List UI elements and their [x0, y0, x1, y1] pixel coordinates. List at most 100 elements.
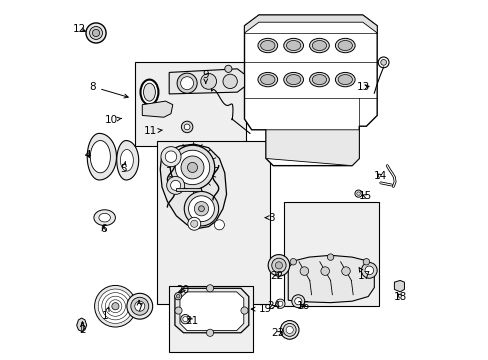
Text: 2: 2	[79, 322, 85, 335]
Polygon shape	[142, 101, 172, 117]
Ellipse shape	[309, 72, 328, 87]
Circle shape	[183, 317, 187, 321]
Circle shape	[180, 315, 190, 324]
Circle shape	[131, 297, 148, 315]
Circle shape	[181, 121, 192, 133]
Ellipse shape	[312, 41, 326, 50]
Ellipse shape	[335, 72, 354, 87]
Circle shape	[135, 301, 144, 311]
Polygon shape	[169, 69, 244, 94]
Circle shape	[341, 267, 349, 275]
Circle shape	[320, 267, 329, 275]
Text: 11: 11	[143, 126, 162, 136]
Circle shape	[92, 30, 100, 37]
Circle shape	[89, 27, 102, 40]
Circle shape	[206, 329, 213, 336]
Circle shape	[356, 192, 360, 195]
Ellipse shape	[260, 41, 274, 50]
Text: 14: 14	[373, 171, 386, 181]
Polygon shape	[180, 292, 244, 330]
Circle shape	[289, 258, 296, 265]
Circle shape	[280, 320, 298, 339]
Polygon shape	[287, 255, 373, 303]
Ellipse shape	[286, 41, 300, 50]
Text: 8: 8	[89, 82, 128, 98]
Text: 4: 4	[84, 150, 91, 160]
Circle shape	[166, 176, 184, 194]
Circle shape	[300, 267, 308, 275]
Polygon shape	[394, 280, 404, 292]
Circle shape	[283, 323, 296, 336]
Polygon shape	[244, 15, 376, 33]
Circle shape	[275, 262, 282, 269]
Circle shape	[294, 298, 301, 305]
Text: 23: 23	[271, 328, 284, 338]
Circle shape	[175, 150, 209, 185]
Polygon shape	[160, 144, 226, 228]
Bar	[176, 188, 201, 191]
Circle shape	[187, 162, 197, 172]
Text: 21: 21	[184, 316, 198, 325]
Ellipse shape	[312, 75, 326, 85]
Ellipse shape	[143, 83, 155, 101]
Circle shape	[291, 295, 304, 308]
Circle shape	[126, 293, 152, 319]
Circle shape	[188, 196, 214, 222]
Circle shape	[275, 299, 285, 309]
Text: 10: 10	[105, 115, 121, 125]
Polygon shape	[244, 15, 376, 166]
Ellipse shape	[309, 39, 328, 53]
Text: 7: 7	[136, 301, 142, 314]
Circle shape	[86, 23, 106, 43]
Circle shape	[326, 254, 333, 260]
Circle shape	[187, 217, 201, 230]
Circle shape	[102, 293, 129, 320]
Circle shape	[277, 301, 282, 306]
Text: 9: 9	[202, 70, 209, 83]
Text: 15: 15	[358, 191, 371, 201]
Circle shape	[378, 57, 388, 68]
Polygon shape	[175, 288, 248, 333]
Text: 6: 6	[101, 225, 107, 234]
Circle shape	[267, 255, 289, 276]
Text: 3: 3	[264, 213, 274, 222]
Polygon shape	[265, 130, 359, 166]
Text: 18: 18	[393, 292, 407, 302]
Ellipse shape	[258, 72, 277, 87]
Text: 1: 1	[102, 307, 109, 321]
Circle shape	[198, 206, 204, 212]
Text: 22: 22	[269, 271, 283, 281]
Ellipse shape	[337, 41, 352, 50]
Circle shape	[184, 124, 190, 130]
Circle shape	[112, 303, 119, 310]
Circle shape	[105, 296, 125, 316]
Text: 20: 20	[176, 285, 189, 296]
Text: 19: 19	[251, 304, 271, 314]
Circle shape	[165, 151, 176, 162]
Circle shape	[201, 73, 216, 89]
Circle shape	[180, 77, 193, 90]
Circle shape	[174, 293, 182, 300]
Circle shape	[175, 307, 182, 314]
Circle shape	[184, 192, 218, 226]
Circle shape	[364, 266, 373, 275]
Text: 16: 16	[296, 301, 310, 311]
Circle shape	[161, 147, 181, 167]
Circle shape	[170, 145, 214, 190]
Circle shape	[285, 326, 293, 333]
Bar	[81, 322, 82, 331]
Bar	[156, 140, 269, 304]
Text: 17: 17	[357, 268, 370, 281]
Circle shape	[241, 307, 247, 314]
Circle shape	[271, 258, 285, 273]
Circle shape	[223, 74, 237, 89]
Circle shape	[224, 65, 231, 72]
Text: 24: 24	[266, 301, 280, 311]
Ellipse shape	[283, 72, 303, 87]
Polygon shape	[117, 140, 139, 180]
Circle shape	[181, 156, 203, 179]
Circle shape	[214, 220, 224, 230]
Circle shape	[109, 300, 122, 313]
Circle shape	[363, 258, 369, 265]
Polygon shape	[90, 140, 110, 173]
